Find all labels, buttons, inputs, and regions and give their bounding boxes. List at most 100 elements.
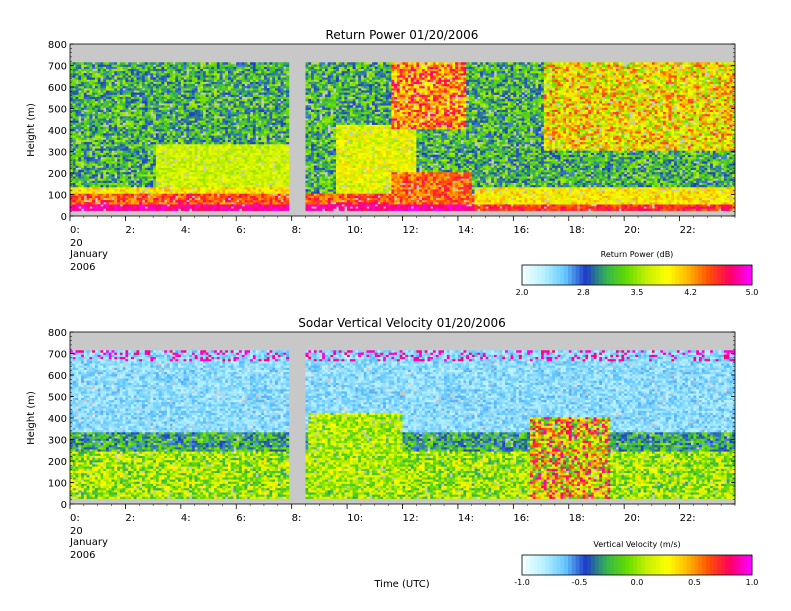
heatmap-cell bbox=[130, 180, 135, 183]
heatmap-cell bbox=[92, 204, 96, 207]
heatmap-cell bbox=[280, 202, 284, 205]
heatmap-cell bbox=[106, 150, 110, 153]
heatmap-cell bbox=[119, 152, 123, 156]
heatmap-cell bbox=[136, 120, 140, 123]
heatmap-cell bbox=[214, 199, 218, 203]
heatmap-cell bbox=[130, 159, 135, 162]
heatmap-cell bbox=[144, 161, 148, 164]
heatmap-cell bbox=[75, 137, 79, 140]
heatmap-cell bbox=[244, 184, 248, 188]
heatmap-cell bbox=[194, 171, 198, 175]
heatmap-cell bbox=[155, 64, 159, 67]
heatmap-cell bbox=[250, 161, 254, 164]
heatmap-cell bbox=[272, 146, 276, 149]
heatmap-cell bbox=[83, 163, 87, 166]
heatmap-cell bbox=[111, 79, 115, 82]
heatmap-cell bbox=[222, 206, 226, 209]
heatmap-cell bbox=[92, 120, 96, 123]
heatmap-cell bbox=[241, 191, 245, 194]
heatmap-cell bbox=[197, 73, 201, 76]
heatmap-cell bbox=[225, 204, 229, 207]
heatmap-cell bbox=[89, 68, 93, 72]
heatmap-cell bbox=[180, 105, 184, 108]
heatmap-cell bbox=[117, 154, 121, 158]
heatmap-cell bbox=[83, 90, 87, 93]
heatmap-cell bbox=[280, 182, 284, 186]
heatmap-cell bbox=[75, 141, 79, 145]
heatmap-cell bbox=[92, 167, 96, 171]
heatmap-cell bbox=[119, 186, 123, 190]
heatmap-cell bbox=[114, 169, 118, 173]
heatmap-cell bbox=[205, 184, 209, 188]
heatmap-cell bbox=[144, 122, 148, 125]
heatmap-cell bbox=[150, 92, 154, 95]
heatmap-cell bbox=[236, 88, 240, 91]
heatmap-cell bbox=[203, 64, 207, 67]
heatmap-cell bbox=[244, 118, 248, 121]
heatmap-cell bbox=[280, 85, 284, 89]
heatmap-cell bbox=[136, 171, 140, 175]
heatmap-cell bbox=[263, 122, 268, 125]
heatmap-cell bbox=[164, 88, 168, 91]
heatmap-cell bbox=[175, 94, 179, 97]
heatmap-cell bbox=[142, 111, 146, 115]
heatmap-cell bbox=[133, 202, 137, 205]
heatmap-cell bbox=[216, 124, 220, 128]
heatmap-cell bbox=[266, 62, 270, 65]
heatmap-cell bbox=[194, 98, 198, 102]
heatmap-cell bbox=[72, 122, 76, 125]
heatmap-cell bbox=[166, 131, 171, 134]
heatmap-cell bbox=[189, 178, 193, 181]
heatmap-cell bbox=[166, 68, 171, 72]
heatmap-cell bbox=[97, 94, 101, 97]
heatmap-cell bbox=[164, 75, 168, 78]
heatmap-cell bbox=[155, 88, 159, 91]
heatmap-cell bbox=[283, 184, 287, 188]
heatmap-cell bbox=[191, 128, 195, 132]
heatmap-cell bbox=[70, 178, 74, 181]
heatmap-cell bbox=[122, 189, 126, 192]
heatmap-cell bbox=[225, 193, 229, 196]
heatmap-cell bbox=[275, 111, 279, 115]
heatmap-cell bbox=[142, 133, 146, 136]
heatmap-cell bbox=[263, 77, 268, 80]
heatmap-cell bbox=[197, 199, 201, 203]
heatmap-cell bbox=[236, 92, 240, 95]
heatmap-cell bbox=[128, 137, 132, 140]
heatmap-cell bbox=[172, 202, 176, 205]
heatmap-cell bbox=[203, 202, 207, 205]
heatmap-cell bbox=[194, 131, 198, 134]
heatmap-cell bbox=[130, 105, 135, 108]
heatmap-cell bbox=[78, 197, 82, 201]
heatmap-cell bbox=[144, 85, 148, 89]
heatmap-cell bbox=[94, 152, 99, 156]
heatmap-cell bbox=[89, 141, 93, 145]
heatmap-cell bbox=[214, 135, 218, 138]
heatmap-cell bbox=[172, 118, 176, 121]
heatmap-cell bbox=[211, 180, 215, 183]
heatmap-cell bbox=[147, 122, 151, 125]
heatmap-cell bbox=[92, 152, 96, 156]
heatmap-cell bbox=[258, 126, 262, 130]
heatmap-cell bbox=[86, 105, 90, 108]
heatmap-cell bbox=[128, 202, 132, 205]
heatmap-cell bbox=[94, 202, 99, 205]
heatmap-cell bbox=[94, 79, 99, 82]
heatmap-cell bbox=[147, 184, 151, 188]
heatmap-cell bbox=[261, 171, 265, 175]
heatmap-cell bbox=[158, 197, 162, 201]
heatmap-cell bbox=[233, 199, 237, 203]
heatmap-cell bbox=[164, 68, 168, 72]
heatmap-cell bbox=[219, 197, 223, 201]
heatmap-cell bbox=[108, 139, 112, 143]
heatmap-cell bbox=[139, 197, 143, 201]
heatmap-cell bbox=[106, 64, 110, 67]
heatmap-cell bbox=[180, 107, 184, 110]
heatmap-cell bbox=[186, 197, 190, 201]
heatmap-cell bbox=[255, 150, 259, 153]
heatmap-cell bbox=[114, 180, 118, 183]
heatmap-cell bbox=[75, 148, 79, 151]
heatmap-cell bbox=[130, 118, 135, 121]
heatmap-cell bbox=[153, 171, 157, 175]
heatmap-cell bbox=[178, 70, 182, 74]
